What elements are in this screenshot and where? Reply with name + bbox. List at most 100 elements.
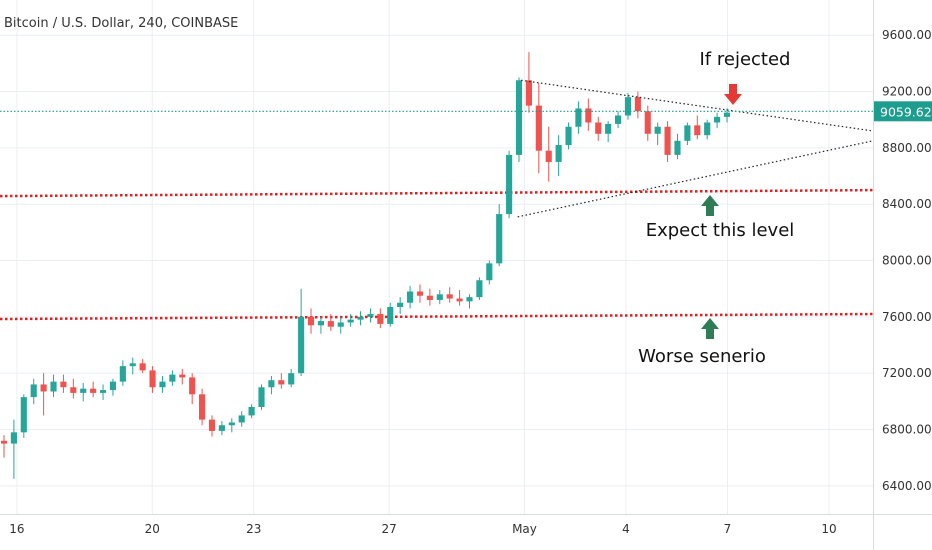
candle xyxy=(565,122,572,150)
arrow-up-icon xyxy=(701,318,719,339)
candle-body xyxy=(119,366,126,382)
candle xyxy=(545,126,552,182)
annotation: If rejected xyxy=(700,49,790,105)
candle-body xyxy=(228,422,235,426)
candle xyxy=(40,373,47,416)
candle-body xyxy=(486,263,493,281)
candle xyxy=(169,370,176,386)
candles xyxy=(0,52,731,479)
candle-body xyxy=(575,108,582,127)
candle xyxy=(307,308,315,334)
candle xyxy=(614,111,622,129)
price-tick-label: 7600.00 xyxy=(882,310,932,324)
candle xyxy=(179,368,186,385)
triangle-trend-line xyxy=(517,140,874,218)
candle xyxy=(506,150,513,219)
price-tick-label: 8000.00 xyxy=(882,254,932,268)
price-tick-label: 8800.00 xyxy=(882,141,932,155)
candle-body xyxy=(704,122,711,136)
candle-body xyxy=(426,295,433,300)
candle xyxy=(10,419,17,479)
candle-body xyxy=(347,319,354,323)
candle-body xyxy=(80,388,87,393)
candle-body xyxy=(50,381,57,392)
candle-body xyxy=(436,294,443,300)
candle xyxy=(60,374,67,393)
time-tick-label: 4 xyxy=(622,522,630,536)
price-tick-label: 9600.00 xyxy=(882,28,932,42)
candle-body xyxy=(337,322,344,327)
candle xyxy=(268,375,275,395)
candle-body xyxy=(189,377,196,395)
horizontal-levels xyxy=(0,188,874,321)
candle-body xyxy=(248,406,255,416)
candle xyxy=(70,378,77,399)
candle-body xyxy=(317,321,325,326)
candle-body xyxy=(327,321,334,327)
price-tick-label: 7200.00 xyxy=(882,366,932,380)
candle xyxy=(664,121,671,162)
candle-body xyxy=(605,123,612,134)
candle-body xyxy=(288,373,295,385)
candle xyxy=(634,91,641,119)
candle-body xyxy=(595,122,602,134)
candle-body xyxy=(109,381,117,391)
candle-body xyxy=(298,316,305,374)
candle xyxy=(397,297,404,315)
candle xyxy=(496,204,503,267)
candle xyxy=(684,122,691,146)
candle-body xyxy=(714,116,721,123)
current-price-badge xyxy=(874,101,932,122)
candle-body xyxy=(218,425,225,431)
time-tick-label: 7 xyxy=(724,522,732,536)
price-tick-label: 6800.00 xyxy=(882,423,932,437)
candle-body xyxy=(367,314,374,317)
time-tick-label: May xyxy=(512,522,537,536)
price-axis[interactable]: 6400.00 6800.00 7200.00 7600.00 8000.00 8400.… xyxy=(882,28,932,493)
candle-body xyxy=(644,111,651,134)
candle xyxy=(139,359,146,374)
candle-body xyxy=(545,150,552,162)
arrow-up-icon xyxy=(701,195,719,216)
candle xyxy=(714,112,721,129)
candle xyxy=(80,383,87,402)
price-tick-label: 8400.00 xyxy=(882,197,932,211)
candle xyxy=(357,311,364,326)
candle-body xyxy=(238,415,245,423)
candle-body xyxy=(476,280,483,298)
support-level-line xyxy=(0,188,874,198)
candle xyxy=(248,404,255,419)
candle xyxy=(159,375,166,393)
candle-body xyxy=(406,291,414,303)
grid xyxy=(0,0,873,514)
candle-body xyxy=(159,381,166,388)
candle-body xyxy=(258,387,265,407)
candle xyxy=(278,373,285,389)
candle xyxy=(535,83,542,174)
candle xyxy=(555,135,562,177)
candle xyxy=(605,121,612,143)
annotation: Expect this level xyxy=(646,195,794,241)
candle xyxy=(694,115,701,140)
time-axis[interactable]: 16 20 23 27 May 4 7 10 xyxy=(9,522,836,536)
candle-body xyxy=(20,397,27,433)
candle xyxy=(476,277,483,300)
candle xyxy=(446,287,453,303)
candle-body xyxy=(268,380,275,388)
candle-body xyxy=(0,440,8,444)
candle xyxy=(258,384,265,410)
candle-body xyxy=(357,316,364,320)
candle-body xyxy=(208,419,216,431)
candle xyxy=(208,415,216,437)
price-tick-label: 9200.00 xyxy=(882,85,932,99)
candle xyxy=(189,373,196,405)
time-tick-label: 10 xyxy=(821,522,836,536)
current-price-label: 9059.62 xyxy=(880,104,932,119)
candle-body xyxy=(199,394,206,420)
candle xyxy=(406,285,414,309)
candle xyxy=(595,116,602,141)
candle-body xyxy=(70,387,77,393)
candle xyxy=(416,284,424,303)
candle-body xyxy=(496,214,503,264)
